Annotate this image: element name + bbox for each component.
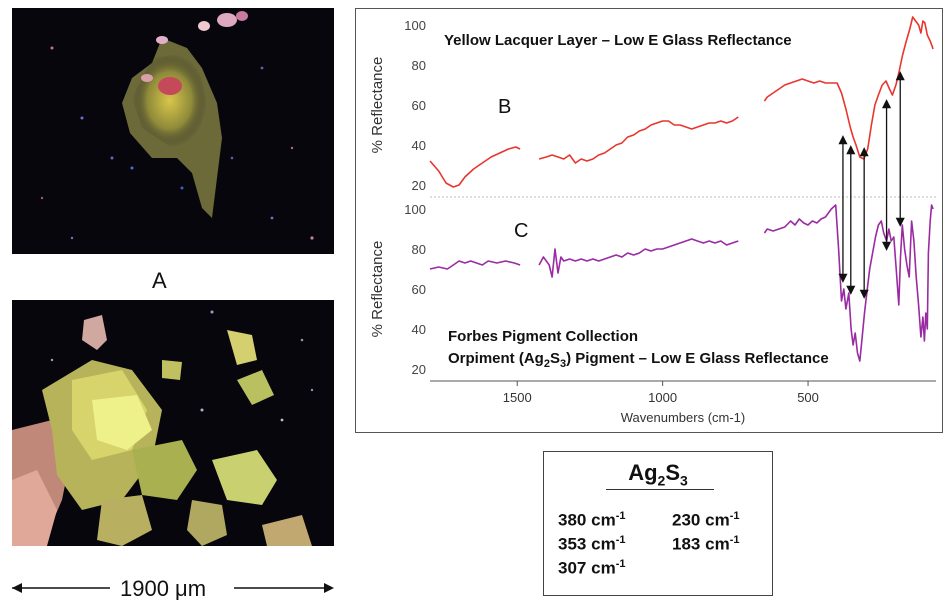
y-tick-label: 20 (412, 178, 426, 193)
y-tick-label: 80 (412, 58, 426, 73)
peak-183: 183 cm-1 (672, 534, 739, 555)
peak-exp: -1 (729, 510, 740, 522)
peak-value: 307 (558, 558, 587, 578)
peak-380: 380 cm-1 (558, 510, 625, 531)
x-tick-label: 1500 (503, 390, 532, 405)
peak-unit: cm (705, 534, 730, 554)
x-axis-label: Wavenumbers (cm-1) (621, 410, 745, 425)
series-label-c: C (514, 220, 528, 242)
formula-divider (606, 489, 714, 490)
reflectance-chart-panel: 100 80 60 40 20 % Reflectance 100 80 60 40 20 % Ref… (355, 8, 943, 433)
formula-sub-2: 3 (680, 472, 688, 489)
subtitle-part: 3 (560, 358, 566, 370)
y-tick-label: 40 (412, 322, 426, 337)
peak-exp: -1 (615, 558, 626, 570)
series-label-b: B (498, 96, 511, 118)
scale-bar (12, 583, 334, 593)
bottom-panel-subtitle: Orpiment (Ag2S3) Pigment – Low E Glass R… (448, 350, 829, 370)
top-panel-title: Yellow Lacquer Layer – Low E Glass Refle… (444, 32, 792, 49)
x-tick-label: 1000 (648, 390, 677, 405)
peak-unit: cm (591, 534, 616, 554)
bottom-panel-title: Forbes Pigment Collection (448, 328, 638, 345)
peak-230: 230 cm-1 (672, 510, 739, 531)
peak-value: 380 (558, 510, 587, 530)
subtitle-part: ) Pigment – Low E Glass Reflectance (566, 350, 829, 367)
y-axis-label: % Reflectance (369, 241, 386, 338)
y-axis-label: % Reflectance (369, 57, 386, 154)
formula-mid: S (665, 460, 680, 485)
y-tick-label: 60 (412, 282, 426, 297)
y-tick-label: 20 (412, 362, 426, 377)
series-top-segment (429, 146, 521, 188)
micrograph-b-image (12, 300, 334, 546)
x-tick-label: 500 (797, 390, 819, 405)
panel-label-a: A (152, 268, 167, 293)
peak-unit: cm (705, 510, 730, 530)
y-tick-label: 60 (412, 98, 426, 113)
peak-307: 307 cm-1 (558, 558, 625, 579)
formula-sub-1: 2 (657, 472, 666, 489)
subtitle-part: 2 (544, 358, 550, 370)
micrograph-a (12, 8, 334, 254)
peak-exp: -1 (615, 510, 626, 522)
y-tick-label: 100 (404, 18, 426, 33)
peak-value: 183 (672, 534, 701, 554)
formula-title: Ag2S3 (544, 460, 772, 488)
series-bottom-segment (429, 260, 521, 270)
y-tick-label: 100 (404, 202, 426, 217)
micrograph-a-image (12, 8, 334, 254)
peak-unit: cm (591, 558, 616, 578)
formula-base: Ag (628, 460, 658, 485)
y-tick-label: 80 (412, 242, 426, 257)
peak-unit: cm (591, 510, 616, 530)
peak-exp: -1 (615, 534, 626, 546)
peak-353: 353 cm-1 (558, 534, 625, 555)
scale-bar-label: 1900 μm (120, 576, 207, 601)
series-bottom-segment (538, 238, 739, 278)
series-top-segment (538, 116, 739, 164)
y-tick-label: 40 (412, 138, 426, 153)
peak-exp: -1 (729, 534, 740, 546)
peak-value: 353 (558, 534, 587, 554)
micrograph-b (12, 300, 334, 546)
subtitle-part: Orpiment (Ag (448, 350, 544, 367)
subtitle-part: S (550, 350, 560, 367)
series-bottom-segment (763, 204, 934, 362)
peak-summary-box: Ag2S3 380 cm-1 353 cm-1 307 cm-1 230 cm-… (543, 451, 773, 596)
peak-value: 230 (672, 510, 701, 530)
reflectance-chart: 100 80 60 40 20 % Reflectance 100 80 60 40 20 % Ref… (369, 16, 936, 425)
